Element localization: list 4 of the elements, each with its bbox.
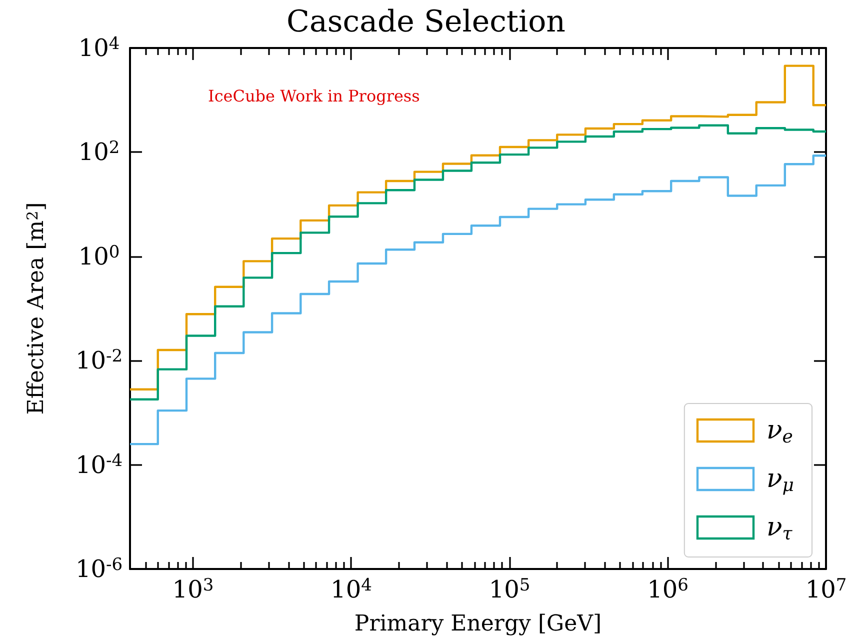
x-axis-title: Primary Energy [GeV] <box>354 612 602 636</box>
y-axis-title: Effective Area [m2] <box>24 202 49 415</box>
annotation: IceCube Work in Progress <box>208 86 420 106</box>
chart-title: Cascade Selection <box>286 4 566 40</box>
